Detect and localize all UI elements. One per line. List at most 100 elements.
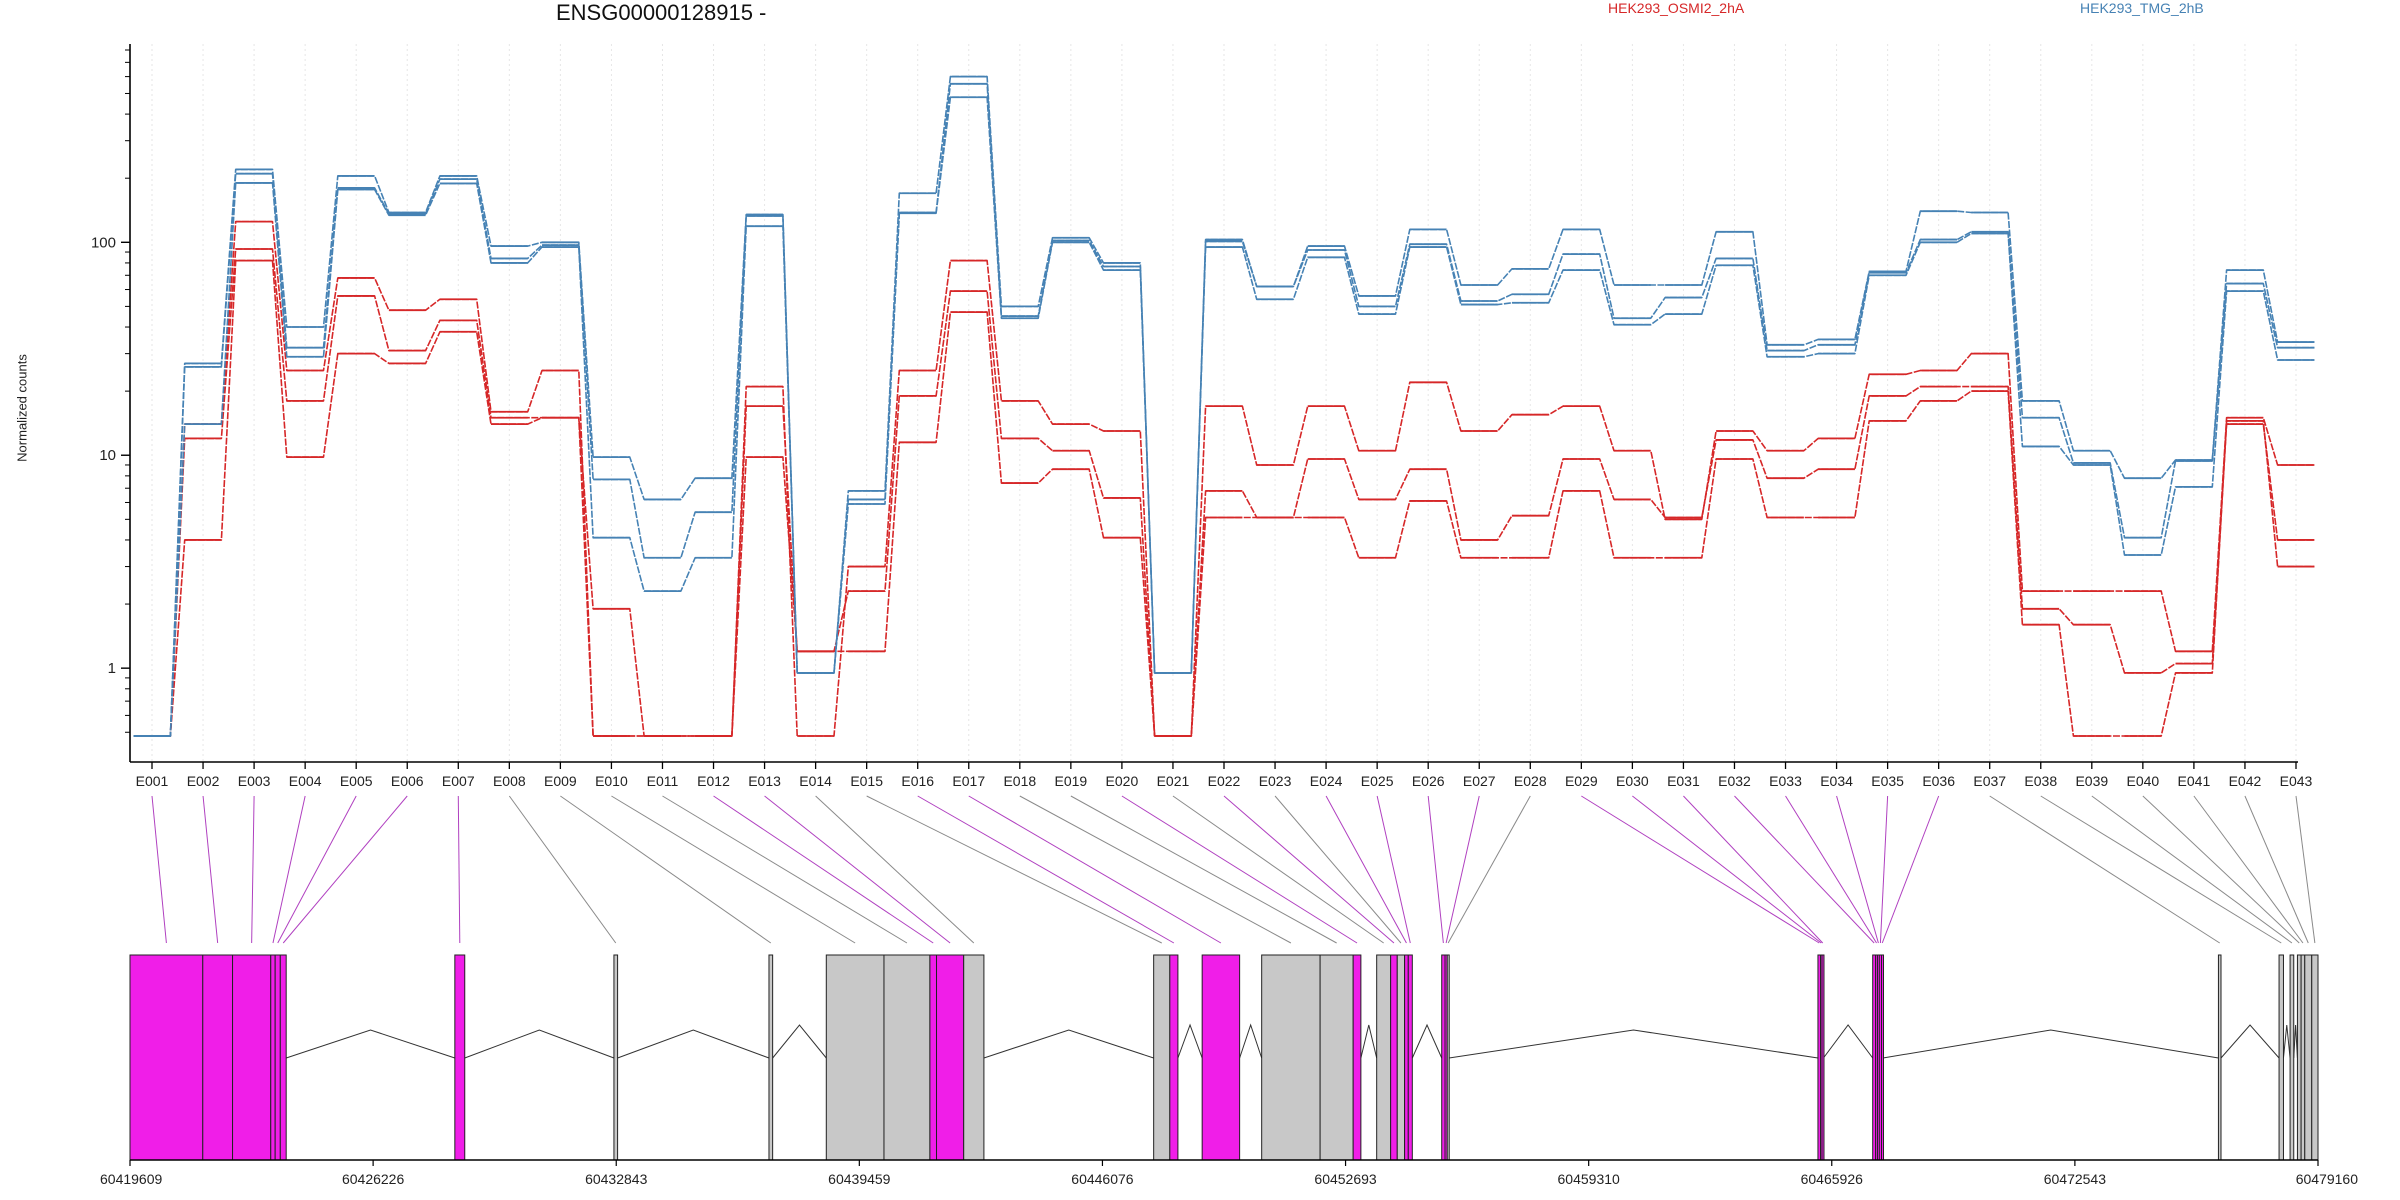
x-tick-label-e011: E011 [647, 773, 679, 789]
connector-e026 [1427, 795, 1444, 944]
x-tick-label-e035: E035 [1871, 773, 1904, 789]
exon-box-e031 [1821, 954, 1825, 1161]
connector-e039 [2091, 795, 2293, 944]
genomic-tick-label-60465926: 60465926 [1801, 1171, 1864, 1187]
connector-e001 [151, 795, 167, 944]
x-tick-label-e010: E010 [595, 773, 628, 789]
exon-box-e004 [270, 954, 276, 1161]
intron-e014 [983, 1029, 1154, 1059]
connector-e017 [968, 795, 1222, 944]
intron-e028 [1448, 1029, 1819, 1059]
intron-e007 [464, 1029, 615, 1059]
exon-box-e018 [1261, 954, 1321, 1161]
connector-e020 [1121, 795, 1358, 944]
intron-e036 [1882, 1029, 2219, 1059]
genomic-tick-label-60426226: 60426226 [342, 1171, 405, 1187]
x-tick-label-e027: E027 [1463, 773, 1496, 789]
connector-e002 [202, 795, 219, 944]
intron-e020 [1360, 1024, 1378, 1059]
exon-box-e013 [936, 954, 965, 1161]
connector-e035 [1879, 795, 1889, 944]
connector-e028 [1447, 795, 1531, 944]
x-tick-label-e040: E040 [2127, 773, 2160, 789]
intron-e016 [1177, 1023, 1203, 1059]
exon-box-e020 [1352, 954, 1362, 1161]
x-tick-label-e002: E002 [187, 773, 220, 789]
connector-e041 [2193, 795, 2304, 944]
connector-e008 [508, 795, 617, 944]
exon-box-e036 [1881, 954, 1885, 1161]
x-tick-label-e005: E005 [340, 773, 373, 789]
genomic-tick-label-60472543: 60472543 [2044, 1171, 2107, 1187]
x-tick-label-e031: E031 [1667, 773, 1700, 789]
connector-e037 [1989, 795, 2220, 944]
x-tick-label-e020: E020 [1106, 773, 1139, 789]
connector-e007 [457, 795, 461, 944]
connector-e038 [2040, 795, 2282, 944]
exon-box-e009 [768, 954, 774, 1161]
x-tick-label-e006: E006 [391, 773, 424, 789]
x-tick-label-e033: E033 [1769, 773, 1802, 789]
x-tick-label-e028: E028 [1514, 773, 1547, 789]
genomic-tick-label-60479160: 60479160 [2296, 1171, 2359, 1187]
x-tick-label-e032: E032 [1718, 773, 1751, 789]
x-tick-label-e037: E037 [1973, 773, 2006, 789]
exon-box-e006 [279, 954, 287, 1161]
exon-box-e037 [2217, 954, 2222, 1161]
x-tick-label-e001: E001 [136, 773, 169, 789]
intron-e025 [1411, 1023, 1443, 1059]
connector-e043 [2295, 795, 2316, 944]
genomic-tick-label-60446076: 60446076 [1071, 1171, 1134, 1187]
connector-e042 [2244, 795, 2309, 944]
x-tick-label-e018: E018 [1003, 773, 1036, 789]
exon-box-e021 [1376, 954, 1392, 1161]
x-tick-label-e016: E016 [901, 773, 934, 789]
x-tick-label-e024: E024 [1310, 773, 1343, 789]
x-tick-label-e007: E007 [442, 773, 475, 789]
genomic-tick-label-60432843: 60432843 [585, 1171, 648, 1187]
exon-box-e042 [2304, 954, 2313, 1161]
x-tick-label-e014: E014 [799, 773, 832, 789]
series-line-2 [133, 248, 2315, 737]
intron-e008 [617, 1029, 770, 1059]
exon-box-e001 [129, 954, 204, 1161]
exon-box-e012 [929, 954, 938, 1161]
x-tick-label-e029: E029 [1565, 773, 1598, 789]
exon-box-e005 [274, 954, 281, 1161]
x-tick-label-e009: E009 [544, 773, 577, 789]
connector-e022 [1223, 795, 1395, 944]
intron-e006 [286, 1029, 455, 1059]
connector-e036 [1881, 795, 1940, 944]
connector-e040 [2142, 795, 2300, 944]
connector-e031 [1683, 795, 1824, 944]
legend-entry-osmi2: HEK293_OSMI2_2hA [1608, 0, 1745, 16]
connector-e015 [866, 795, 1162, 944]
intron-e009 [772, 1024, 827, 1059]
connector-e018 [1019, 795, 1292, 944]
intron-e017 [1239, 1023, 1263, 1059]
connector-e016 [917, 795, 1175, 944]
connector-e024 [1325, 795, 1407, 944]
legend-entry-tmg: HEK293_TMG_2hB [2080, 0, 2204, 16]
exon-box-e024 [1404, 954, 1409, 1161]
x-tick-label-e043: E043 [2280, 773, 2313, 789]
connector-e032 [1734, 795, 1875, 944]
y-tick-label-1: 1 [108, 660, 116, 677]
connector-e005 [277, 795, 357, 944]
exon-box-e016 [1169, 954, 1179, 1161]
x-tick-label-e042: E042 [2229, 773, 2262, 789]
exon-box-e011 [883, 954, 931, 1161]
connector-e012 [713, 795, 934, 944]
connector-e014 [815, 795, 975, 944]
exon-box-e003 [232, 954, 272, 1161]
connector-e034 [1836, 795, 1879, 944]
genomic-tick-label-60439459: 60439459 [828, 1171, 891, 1187]
exon-box-e015 [1153, 954, 1171, 1161]
exon-box-e038 [2278, 954, 2284, 1161]
plot-axes: 1 10 100 E001 E002 E003 E004 E005 E006 E007 E008 E0… [91, 44, 2313, 789]
exon-box-e039 [2289, 954, 2295, 1161]
x-tick-label-e004: E004 [289, 773, 322, 789]
series-lines [133, 75, 2315, 737]
exon-box-e028 [1446, 954, 1450, 1161]
